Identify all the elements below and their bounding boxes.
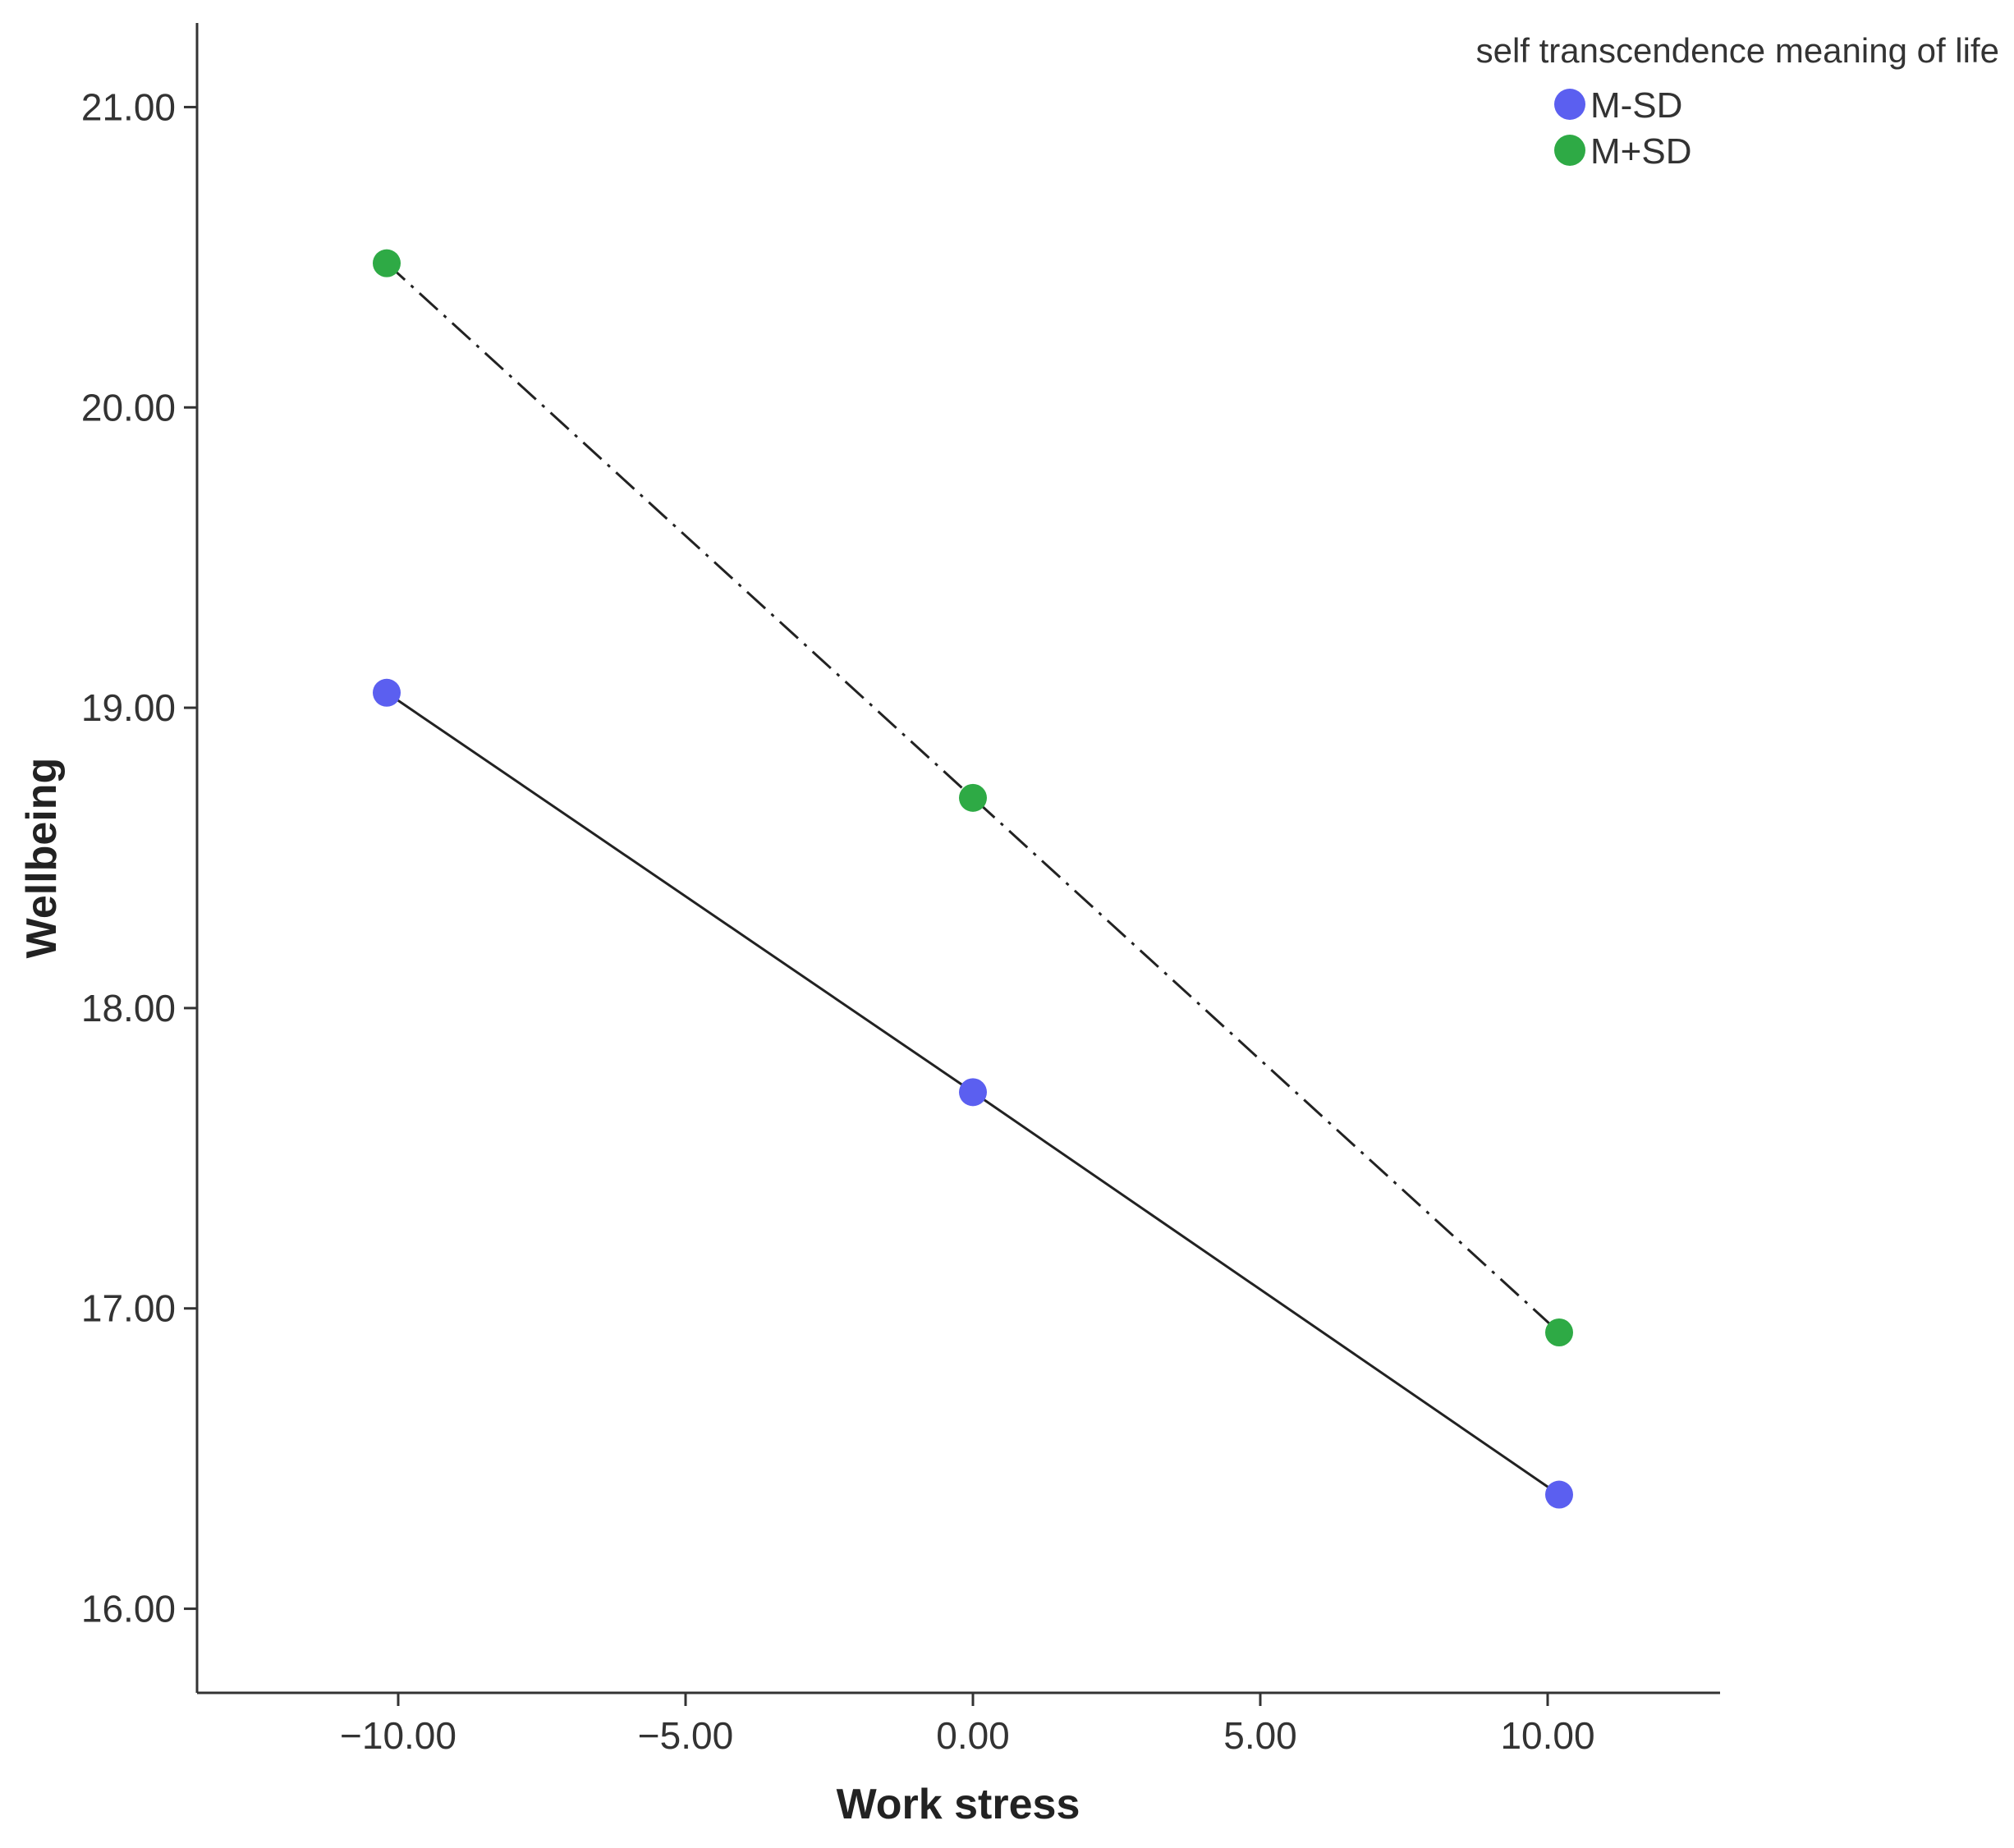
x-tick-label: 10.00 (1500, 1714, 1594, 1757)
data-point-mplus-sd (373, 249, 401, 277)
x-tick-label: −5.00 (638, 1714, 733, 1757)
y-tick-label: 21.00 (81, 85, 176, 128)
x-tick-label: 0.00 (936, 1714, 1010, 1757)
legend: self transcendence meaning of life M-SDM… (1476, 31, 1999, 172)
y-tick-label: 19.00 (81, 686, 176, 729)
legend-items: M-SD M+SD (1554, 85, 1691, 172)
data-point-m-sd (1545, 1480, 1573, 1509)
x-ticks: −10.00 −5.00 0.00 5.00 10.00 (340, 1693, 1595, 1757)
legend-marker-m-sd (1554, 89, 1585, 120)
data-point-m-sd (373, 678, 401, 707)
y-tick-label: 16.00 (81, 1588, 176, 1630)
series-lines (385, 262, 1561, 1496)
legend-label-mplus-sd: M+SD (1590, 131, 1691, 172)
y-ticks: 16.00 17.00 18.00 19.00 20.00 21.00 (81, 85, 197, 1630)
series-points (373, 249, 1573, 1509)
y-tick-label: 20.00 (81, 386, 176, 429)
y-tick-label: 17.00 (81, 1287, 176, 1330)
legend-label-m-sd: M-SD (1590, 85, 1682, 126)
y-axis-title: Wellbeing (18, 758, 66, 959)
x-tick-label: −10.00 (340, 1714, 456, 1757)
axes (195, 23, 1720, 1694)
data-point-mplus-sd (1545, 1318, 1573, 1347)
legend-marker-mplus-sd (1554, 135, 1585, 166)
y-tick-label: 18.00 (81, 987, 176, 1029)
x-axis-title: Work stress (837, 1781, 1080, 1828)
x-tick-label: 5.00 (1223, 1714, 1297, 1757)
data-point-m-sd (959, 1078, 987, 1107)
data-point-mplus-sd (959, 783, 987, 812)
legend-title: self transcendence meaning of life (1476, 31, 1999, 70)
